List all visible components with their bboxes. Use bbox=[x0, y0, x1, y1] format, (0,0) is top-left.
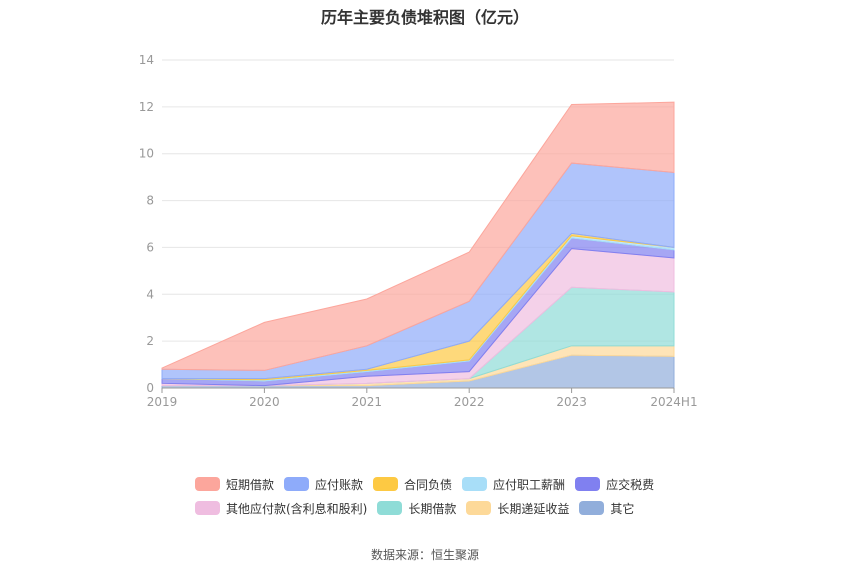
legend-item[interactable]: 其它 bbox=[579, 500, 634, 517]
legend-swatch bbox=[377, 501, 403, 515]
legend-item[interactable]: 应付职工薪酬 bbox=[462, 476, 565, 493]
legend-label: 短期借款 bbox=[226, 477, 275, 492]
legend-item[interactable]: 应交税费 bbox=[575, 476, 654, 493]
legend-row: 其他应付款(含利息和股利) 长期借款 长期递延收益 其它 bbox=[195, 496, 675, 520]
area-layers bbox=[161, 101, 675, 389]
legend-swatch bbox=[195, 477, 220, 491]
legend-item[interactable]: 其他应付款(含利息和股利) bbox=[195, 500, 367, 517]
legend-label: 应付账款 bbox=[315, 477, 364, 492]
x-tick-label: 2019 bbox=[147, 395, 178, 409]
legend-swatch bbox=[284, 477, 310, 491]
chart-title: 历年主要负债堆积图（亿元） bbox=[320, 8, 529, 27]
x-tick-label: 2020 bbox=[249, 395, 280, 409]
legend-label: 应付职工薪酬 bbox=[493, 477, 566, 492]
y-tick-label: 12 bbox=[139, 100, 154, 114]
legend-item[interactable]: 长期递延收益 bbox=[466, 500, 569, 517]
x-tick-label: 2024H1 bbox=[650, 395, 697, 409]
x-tick-label: 2022 bbox=[454, 395, 485, 409]
legend-swatch bbox=[466, 501, 492, 515]
data-source: 数据来源：恒生聚源 bbox=[370, 548, 479, 562]
legend-swatch bbox=[462, 477, 488, 491]
legend-label: 其他应付款(含利息和股利) bbox=[226, 501, 368, 516]
legend-item[interactable]: 应付账款 bbox=[284, 476, 363, 493]
y-tick-label: 10 bbox=[139, 147, 154, 161]
x-tick-label: 2023 bbox=[556, 395, 587, 409]
legend-label: 应交税费 bbox=[606, 477, 655, 492]
area-series-短期借款 bbox=[161, 101, 675, 371]
legend-item[interactable]: 合同负债 bbox=[373, 476, 452, 493]
legend: 短期借款 应付账款 合同负债 应付职工薪酬 应交税费 其他应付款(含利息和股利) 长期借款… bbox=[195, 472, 675, 520]
y-tick-label: 2 bbox=[146, 334, 154, 348]
x-tick-label: 2021 bbox=[352, 395, 383, 409]
legend-swatch bbox=[575, 477, 601, 491]
y-tick-label: 0 bbox=[146, 381, 154, 395]
legend-item[interactable]: 短期借款 bbox=[195, 476, 274, 493]
legend-swatch bbox=[579, 501, 605, 515]
axes: 0 2 4 6 8 10 12 14 2019 2020 2021 2022 2023 2024H1 bbox=[139, 53, 698, 409]
y-tick-label: 4 bbox=[146, 287, 154, 301]
legend-label: 长期递延收益 bbox=[497, 501, 570, 516]
legend-label: 合同负债 bbox=[404, 477, 453, 492]
legend-label: 其它 bbox=[610, 501, 635, 516]
y-tick-label: 6 bbox=[146, 240, 154, 254]
y-tick-label: 14 bbox=[139, 53, 154, 67]
legend-swatch bbox=[195, 501, 220, 515]
legend-label: 长期借款 bbox=[408, 501, 457, 516]
legend-item[interactable]: 长期借款 bbox=[377, 500, 456, 517]
legend-swatch bbox=[373, 477, 399, 491]
legend-row: 短期借款 应付账款 合同负债 应付职工薪酬 应交税费 bbox=[195, 472, 675, 496]
y-tick-label: 8 bbox=[146, 194, 154, 208]
